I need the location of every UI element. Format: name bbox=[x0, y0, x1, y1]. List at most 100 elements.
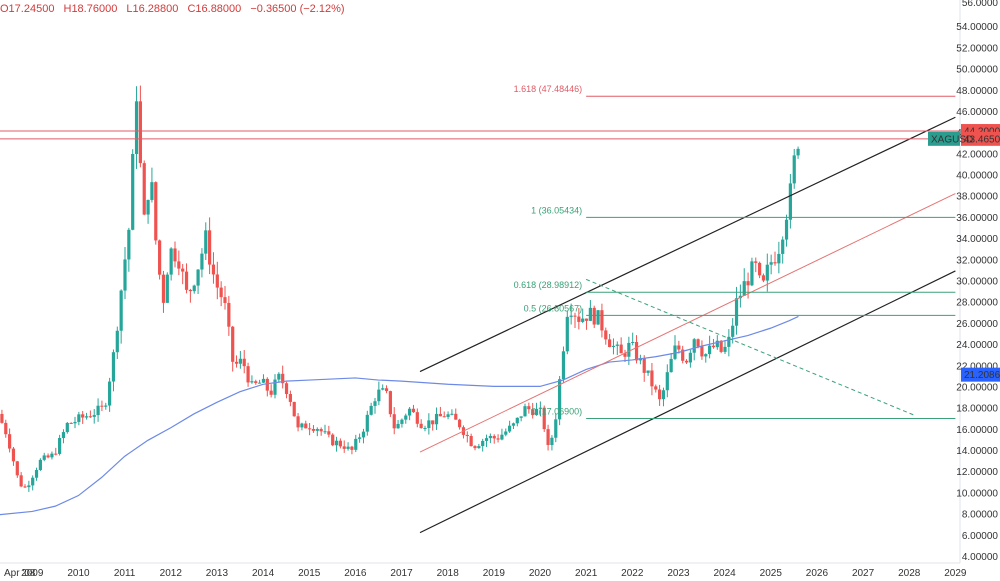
candle-body bbox=[404, 415, 408, 420]
y-tick-label: 26.00000 bbox=[956, 319, 998, 330]
candle-body bbox=[104, 405, 108, 407]
y-tick-label: 12.00000 bbox=[956, 467, 998, 478]
candle-body bbox=[627, 342, 631, 357]
candle-body bbox=[215, 274, 219, 288]
candle-body bbox=[134, 101, 139, 155]
candle-body bbox=[458, 419, 462, 428]
candle-body bbox=[465, 434, 469, 437]
candle-body bbox=[765, 264, 769, 281]
candle-body bbox=[727, 336, 731, 347]
candle-body bbox=[423, 428, 427, 430]
labels-group: 1.618 (47.48446) 1 (36.05434) 0.618 (28.98… bbox=[514, 84, 1000, 417]
candle-body bbox=[131, 154, 135, 230]
candle-body bbox=[788, 183, 792, 220]
candle-body bbox=[238, 358, 242, 364]
x-tick-label: 2024 bbox=[713, 568, 736, 579]
candle-body bbox=[388, 391, 392, 415]
x-tick-label: 2009 bbox=[21, 568, 44, 579]
candle-body bbox=[584, 318, 589, 321]
y-tick-label: 14.00000 bbox=[956, 446, 998, 457]
y-tick-label: 28.00000 bbox=[956, 298, 998, 309]
candle-body bbox=[619, 344, 623, 354]
candle-body bbox=[673, 345, 677, 359]
candle-body bbox=[292, 401, 296, 417]
candle-body bbox=[242, 358, 246, 367]
candle-body bbox=[96, 405, 100, 416]
candle-body bbox=[150, 182, 154, 200]
candle-body bbox=[681, 349, 685, 361]
y-tick-label: 18.00000 bbox=[956, 404, 998, 415]
candle-body bbox=[73, 421, 77, 424]
candle-body bbox=[715, 340, 719, 348]
candle-body bbox=[754, 261, 758, 263]
candle-body bbox=[784, 219, 789, 240]
candles-group bbox=[0, 85, 800, 492]
channel-upper-line bbox=[419, 116, 956, 373]
candle-body bbox=[46, 455, 50, 458]
candle-body bbox=[573, 315, 577, 317]
last-price-badge-bg bbox=[961, 131, 1000, 146]
x-tick-label: 2027 bbox=[852, 568, 875, 579]
candle-body bbox=[284, 383, 289, 395]
candle-body bbox=[384, 388, 389, 392]
candle-body bbox=[419, 423, 423, 429]
candle-body bbox=[231, 326, 235, 362]
candle-body bbox=[492, 435, 496, 439]
candle-body bbox=[477, 446, 481, 449]
candle-body bbox=[77, 414, 81, 422]
candle-body bbox=[273, 379, 277, 395]
y-tick-label: 54.00000 bbox=[956, 22, 998, 33]
y-tick-label: 30.00000 bbox=[956, 277, 998, 288]
candle-body bbox=[254, 381, 258, 383]
change-value: −0.36500 (−2.12%) bbox=[250, 3, 345, 15]
candle-body bbox=[31, 477, 35, 486]
symbol-badge-bg bbox=[928, 131, 960, 146]
y-tick-label: 38.00000 bbox=[956, 192, 998, 203]
candle-body bbox=[246, 366, 250, 383]
candle-body bbox=[181, 268, 185, 272]
candle-body bbox=[204, 230, 208, 254]
y-tick-label: 8.00000 bbox=[962, 510, 999, 521]
candle-body bbox=[688, 352, 692, 363]
candle-body bbox=[165, 274, 169, 303]
candle-body bbox=[781, 239, 785, 254]
fib-trend-line bbox=[585, 278, 915, 416]
candle-body bbox=[54, 453, 58, 455]
candle-body bbox=[277, 373, 281, 380]
low-value: L16.28800 bbox=[126, 3, 179, 15]
candle-body bbox=[611, 345, 616, 347]
candle-body bbox=[142, 163, 146, 215]
candle-body bbox=[442, 416, 446, 418]
candle-body bbox=[769, 262, 773, 265]
candle-body bbox=[108, 381, 112, 406]
candle-body bbox=[88, 416, 92, 418]
x-tick-label: 2022 bbox=[621, 568, 644, 579]
x-tick-label: 2016 bbox=[344, 568, 367, 579]
candle-body bbox=[61, 432, 66, 438]
y-tick-label: 52.00000 bbox=[956, 43, 998, 54]
candle-body bbox=[446, 414, 450, 417]
candle-body bbox=[300, 423, 304, 428]
candle-body bbox=[550, 437, 554, 446]
candle-body bbox=[569, 315, 573, 317]
symbol-badge: XAGUSD bbox=[931, 134, 973, 145]
candle-body bbox=[777, 253, 781, 264]
y-tick-label: 34.00000 bbox=[956, 234, 998, 245]
x-tick-label: 2026 bbox=[806, 568, 829, 579]
candle-body bbox=[631, 342, 635, 344]
candle-body bbox=[381, 388, 385, 390]
candle-body bbox=[796, 148, 800, 156]
candle-body bbox=[308, 428, 312, 430]
candle-body bbox=[19, 475, 23, 487]
candle-body bbox=[708, 345, 712, 355]
candle-body bbox=[342, 446, 346, 449]
candle-body bbox=[69, 422, 73, 424]
y-tick-label: 46.00000 bbox=[956, 107, 998, 118]
candle-body bbox=[750, 261, 754, 286]
x-tick-label: 2013 bbox=[206, 568, 229, 579]
candle-body bbox=[692, 339, 696, 353]
candle-body bbox=[81, 414, 85, 418]
candle-body bbox=[188, 289, 192, 292]
